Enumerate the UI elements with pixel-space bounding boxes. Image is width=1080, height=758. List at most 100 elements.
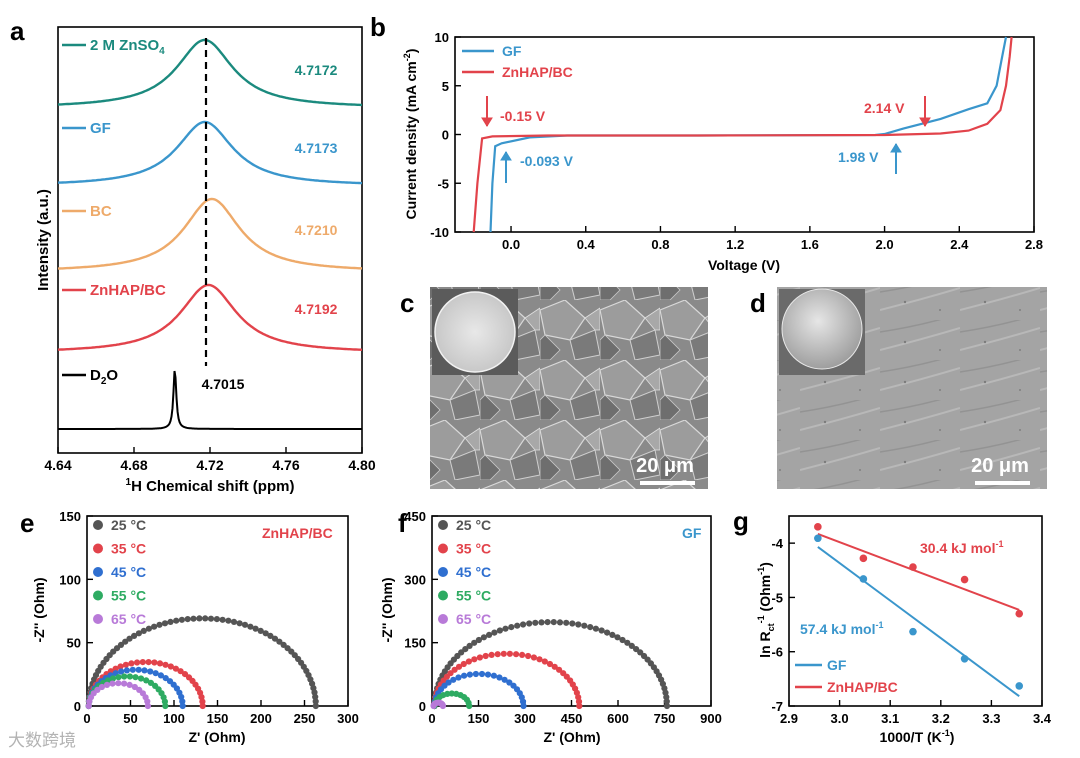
e-data-point [173,617,180,624]
f-data-point [520,621,527,628]
e-data-point [199,702,206,710]
g-xtick-label: 3.1 [881,711,899,726]
e-data-point [117,663,124,670]
e-data-point [178,616,185,623]
e-legend-label: 45 °C [111,564,146,580]
b-xtick-label: 2.0 [876,237,894,252]
e-legend-label: 35 °C [111,541,146,557]
e-data-point [117,641,125,649]
panel-f: f 0 150 300 450 600 750 900 450 300 150 0 25 °C 35 °… [379,508,722,745]
f-data-point [506,679,513,686]
e-data-point [131,632,138,640]
panel-a-ylabel: Intensity (a.u.) [35,189,52,291]
f-ytick-label: 300 [404,572,426,587]
panel-d-scale-label: 20 μm [971,455,1029,477]
f-data-point [445,679,452,686]
panel-g-ea-red: 30.4 kJ mol-1 [920,539,1004,556]
f-data-point [508,624,515,631]
f-data-point [519,651,526,659]
f-data-point [465,658,472,665]
e-data-point [179,702,186,710]
f-ytick-label: 450 [404,509,426,524]
g-ytick-label: -6 [771,645,783,660]
e-data-point [123,667,130,674]
g-point-blue [909,627,917,636]
e-xtick-label: 100 [163,711,185,726]
e-data-point [252,625,259,632]
e-legend-marker [93,520,103,530]
e-data-point [241,621,249,628]
f-ytick-label: 0 [419,699,426,714]
e-data-point [94,686,101,694]
f-data-point [496,627,503,634]
e-data-point [179,698,186,705]
f-data-point [466,642,473,650]
panel-d: d 20 μm [750,287,1047,489]
a-legend-label: GF [90,120,111,137]
panel-b-ylabel: Current density (mA cm-2) [402,49,419,220]
a-xtick-label: 4.64 [44,457,71,473]
panel-c: c 20 μm [400,287,708,489]
g-fit-red [817,532,1020,611]
f-data-point [475,636,482,644]
f-data-point [563,619,570,626]
f-data-point [592,625,600,632]
f-legend-label: 25 °C [456,517,491,533]
g-ytick-label: -4 [771,536,783,551]
f-data-point [525,652,532,660]
e-data-point [147,668,154,675]
a-xtick-label: 4.72 [196,457,223,473]
e-data-point [236,620,243,627]
e-data-point [143,677,150,684]
f-xtick-label: 150 [468,711,490,726]
e-data-point [247,623,254,630]
f-data-point [530,654,538,661]
f-data-point [460,660,467,668]
f-xtick-label: 750 [654,711,676,726]
g-point-red [960,575,969,584]
e-data-point [126,635,133,642]
g-point-blue [960,654,969,663]
e-xtick-label: 150 [207,711,229,726]
f-xtick-label: 600 [607,711,629,726]
g-fit-blue [817,546,1020,698]
b-arrow-red-low-head [481,117,493,127]
f-data-point [556,619,564,626]
f-data-point [598,627,605,634]
f-data-point [471,639,478,646]
e-data-point [145,659,152,666]
panel-d-letter: d [750,288,766,318]
panel-g-xlabel: 1000/T (K-1) [880,728,955,745]
e-xtick-label: 200 [250,711,272,726]
f-data-point [480,634,487,641]
e-data-point [156,660,164,667]
f-data-point [478,670,486,678]
watermark: 大数跨境 [8,731,76,751]
panel-e: e 0 50 100 150 200 250 300 150 100 50 0 25 °C 35 °C 4… [20,508,359,745]
e-legend-marker [93,590,103,601]
f-xtick-label: 450 [561,711,583,726]
e-data-point [190,615,197,622]
e-legend-marker [93,543,103,554]
b-ytick-label: 10 [435,30,449,45]
e-data-point [135,666,142,673]
e-xtick-label: 300 [337,711,359,726]
f-data-point [546,660,554,668]
e-data-point [157,672,164,679]
f-data-point [663,702,671,710]
panel-d-disc-photo [781,288,863,370]
e-data-point [122,638,129,645]
b-xtick-label: 0.8 [651,237,669,252]
panel-e-sample-label: ZnHAP/BC [262,525,333,541]
b-arrow-red-high-head [919,117,931,127]
e-data-point [126,681,133,689]
f-data-point [556,666,563,673]
b-annot-blue-high: 1.98 V [838,149,879,165]
b-legend-label: GF [502,43,522,59]
e-legend-marker [93,567,103,577]
panel-e-xlabel: Z' (Ohm) [189,729,246,745]
e-data-point [202,615,209,622]
e-data-point [103,681,111,689]
e-data-point [131,683,138,691]
f-legend-label: 65 °C [456,611,491,627]
